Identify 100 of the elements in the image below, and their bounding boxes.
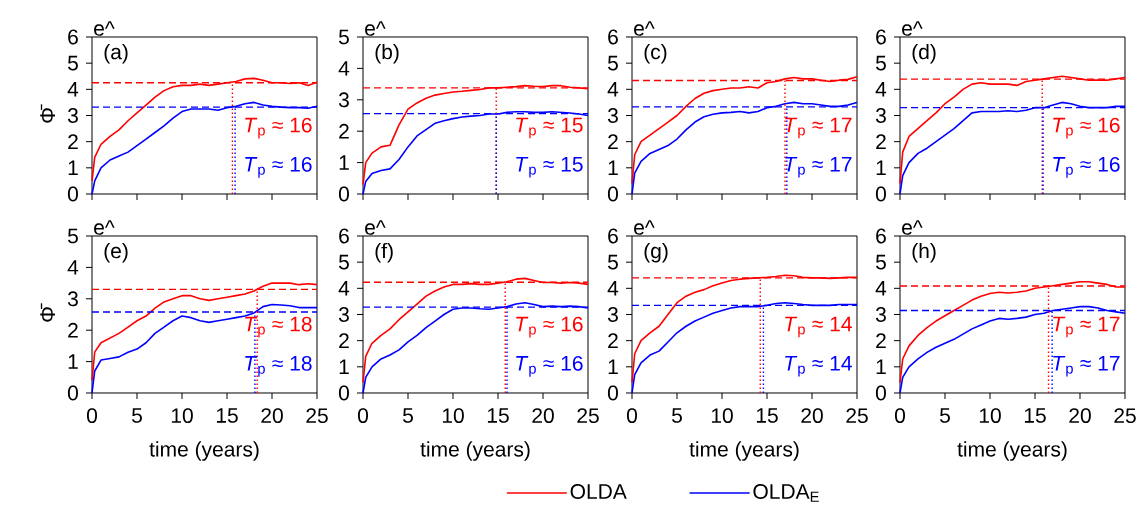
y-tick-label: 3 — [607, 307, 618, 322]
annotation: T$_{p}$ ≈ 17 — [1053, 356, 1120, 377]
y-tick-label: 5 — [67, 55, 78, 71]
y-tick-label: 4 — [607, 281, 619, 296]
x-tick-label: 5 — [672, 408, 682, 423]
y-tick-label: 2 — [68, 134, 78, 149]
x-tick-label: 15 — [216, 408, 238, 423]
y-tick-label: 4 — [67, 82, 79, 97]
x-tick-label: 0 — [626, 408, 638, 424]
annotation: T$_{p}$ ≈ 15 — [516, 117, 583, 139]
x-tick-label: 0 — [894, 408, 906, 424]
x-axis-title: time (years) — [149, 441, 259, 461]
x-tick-label: 15 — [1024, 408, 1046, 423]
y-axis-title: Φ̄ — [40, 104, 55, 123]
y-tick-label: 5 — [607, 55, 618, 71]
x-tick-label: 10 — [442, 408, 464, 424]
annotation: T$_{p}$ ≈ 14 — [785, 316, 852, 338]
y-tick-label: 1 — [339, 155, 349, 170]
text: e^ — [634, 220, 655, 235]
y-tick-label: 5 — [875, 55, 886, 71]
annotation: T$_{p}$ ≈ 16 — [516, 316, 583, 338]
annotation: (g) — [644, 242, 668, 263]
x-tick-label: 5 — [940, 408, 950, 423]
y-tick-label: 3 — [875, 108, 886, 123]
y-tick-label: 3 — [338, 92, 349, 108]
y-tick-label: 2 — [68, 322, 78, 338]
annotation: (a) — [104, 43, 128, 64]
y-axis-title: Φ̄ — [40, 303, 55, 322]
annotation: (b) — [375, 43, 399, 64]
annotation: T$_{p}$ ≈ 14 — [785, 356, 852, 377]
y-tick-label: 3 — [875, 307, 886, 322]
y-tick-label: 4 — [875, 281, 887, 296]
x-tick-label: 10 — [979, 408, 1001, 424]
y-tick-label: 2 — [339, 333, 349, 348]
annotation: T$_{p}$ ≈ 18 — [245, 316, 312, 338]
y-tick-label: 3 — [338, 307, 349, 322]
y-tick-label: 6 — [876, 29, 886, 45]
x-tick-label: 10 — [171, 408, 193, 424]
y-tick-label: 1 — [608, 160, 618, 176]
annotation: (c) — [644, 43, 667, 64]
y-tick-label: 1 — [876, 359, 886, 375]
x-tick-label: 0 — [86, 408, 98, 424]
y-tick-label: 0 — [875, 186, 886, 202]
y-tick-label: 5 — [338, 254, 349, 270]
y-tick-label: 0 — [875, 385, 886, 401]
text: e^ — [94, 21, 115, 36]
text: e^ — [365, 21, 386, 36]
x-tick-label: 20 — [801, 408, 823, 424]
annotation: T$_{p}$ ≈ 17 — [785, 157, 852, 178]
annotation: (f) — [375, 242, 393, 263]
y-tick-label: 6 — [608, 228, 618, 244]
annotation: (e) — [104, 242, 128, 263]
x-tick-label: 25 — [577, 408, 599, 424]
y-tick-label: 2 — [876, 134, 886, 149]
y-tick-label: 1 — [68, 354, 78, 369]
y-tick-label: 2 — [608, 333, 618, 348]
y-tick-label: 1 — [876, 160, 886, 176]
annotation: T$_{p}$ ≈ 16 — [245, 117, 312, 139]
y-tick-label: 4 — [338, 61, 350, 76]
y-tick-label: 4 — [67, 260, 79, 275]
annotation: T$_{p}$ ≈ 15 — [516, 157, 583, 178]
legend-label: OLDA$_{E}$ — [753, 484, 819, 502]
text: e^ — [902, 220, 923, 235]
text: e^ — [94, 220, 115, 235]
annotation: (h) — [912, 242, 936, 263]
x-axis-title: time (years) — [957, 441, 1067, 461]
y-tick-label: 0 — [338, 385, 349, 401]
legend-label: OLDA — [570, 484, 627, 499]
y-tick-label: 5 — [607, 254, 618, 270]
x-tick-label: 20 — [261, 408, 283, 424]
y-tick-label: 1 — [339, 359, 349, 375]
y-tick-label: 6 — [339, 228, 349, 244]
annotation: T$_{p}$ ≈ 16 — [1053, 117, 1120, 139]
annotation: T$_{p}$ ≈ 16 — [516, 355, 583, 377]
y-tick-label: 0 — [607, 186, 618, 202]
x-tick-label: 25 — [1114, 408, 1136, 424]
annotation: T$_{p}$ ≈ 17 — [785, 117, 852, 139]
y-tick-label: 3 — [67, 108, 78, 123]
y-tick-label: 3 — [67, 291, 78, 307]
x-tick-label: 10 — [711, 408, 733, 424]
y-tick-label: 5 — [67, 228, 78, 244]
y-tick-label: 1 — [68, 160, 78, 176]
y-tick-label: 2 — [339, 123, 349, 139]
y-tick-label: 3 — [607, 108, 618, 123]
x-tick-label: 20 — [532, 408, 554, 424]
y-tick-label: 0 — [338, 186, 349, 202]
annotation: T$_{p}$ ≈ 17 — [1053, 316, 1120, 338]
x-tick-label: 25 — [306, 408, 328, 424]
text: e^ — [365, 220, 386, 235]
x-tick-label: 5 — [403, 408, 413, 423]
x-axis-title: time (years) — [689, 441, 799, 461]
y-tick-label: 1 — [608, 359, 618, 375]
x-tick-label: 5 — [132, 408, 142, 423]
x-axis-title: time (years) — [420, 441, 530, 461]
y-tick-label: 5 — [875, 254, 886, 270]
y-tick-label: 4 — [338, 281, 350, 296]
text: e^ — [902, 21, 923, 36]
y-tick-label: 6 — [876, 228, 886, 244]
annotation: T$_{p}$ ≈ 16 — [245, 156, 312, 178]
x-tick-label: 15 — [487, 408, 509, 423]
